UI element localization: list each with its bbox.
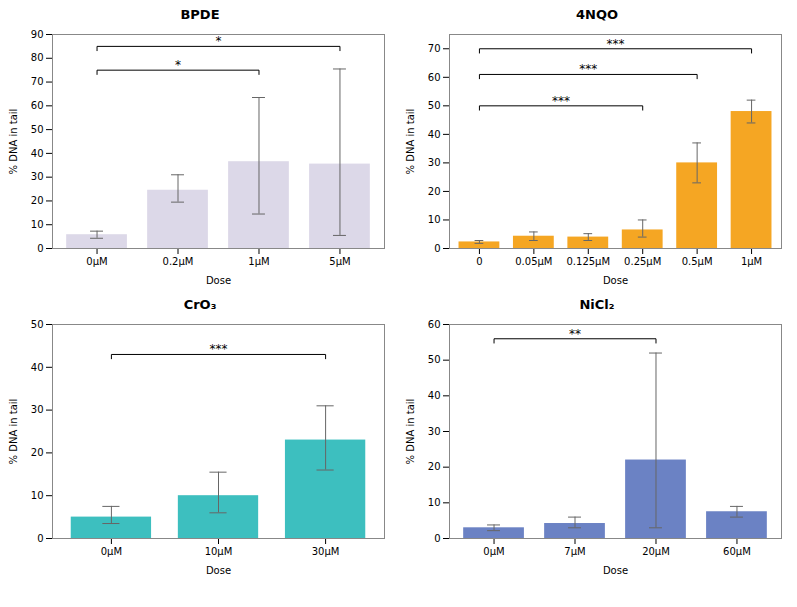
svg-text:% DNA in tail: % DNA in tail bbox=[405, 109, 416, 175]
svg-text:% DNA in tail: % DNA in tail bbox=[8, 399, 19, 465]
svg-text:30: 30 bbox=[428, 426, 441, 437]
svg-text:10: 10 bbox=[31, 490, 44, 501]
svg-text:Dose: Dose bbox=[603, 275, 628, 286]
svg-text:10μM: 10μM bbox=[205, 546, 233, 557]
svg-text:90: 90 bbox=[31, 29, 44, 40]
svg-text:70: 70 bbox=[31, 76, 44, 87]
svg-text:**: ** bbox=[569, 327, 581, 341]
svg-text:30: 30 bbox=[31, 171, 44, 182]
svg-text:***: *** bbox=[579, 62, 597, 76]
svg-text:60μM: 60μM bbox=[723, 546, 751, 557]
svg-text:% DNA in tail: % DNA in tail bbox=[8, 109, 19, 175]
svg-text:5μM: 5μM bbox=[329, 256, 350, 267]
svg-text:40: 40 bbox=[428, 129, 441, 140]
svg-text:*: * bbox=[175, 58, 181, 72]
svg-text:***: *** bbox=[210, 342, 228, 356]
svg-text:30: 30 bbox=[428, 157, 441, 168]
svg-text:Dose: Dose bbox=[206, 275, 231, 286]
svg-text:80: 80 bbox=[31, 52, 44, 63]
svg-text:40: 40 bbox=[428, 390, 441, 401]
svg-text:40: 40 bbox=[31, 362, 44, 373]
svg-text:0.05μM: 0.05μM bbox=[515, 256, 552, 267]
svg-text:60: 60 bbox=[428, 72, 441, 83]
svg-text:0.2μM: 0.2μM bbox=[163, 256, 194, 267]
html-text:BPDE: BPDE bbox=[180, 7, 220, 22]
svg-text:60: 60 bbox=[31, 100, 44, 111]
html-text:4NQO: 4NQO bbox=[576, 7, 618, 22]
svg-text:0.125μM: 0.125μM bbox=[566, 256, 610, 267]
svg-text:40: 40 bbox=[31, 148, 44, 159]
svg-text:10: 10 bbox=[428, 214, 441, 225]
svg-text:10: 10 bbox=[31, 219, 44, 230]
svg-text:0μM: 0μM bbox=[101, 546, 122, 557]
svg-text:1μM: 1μM bbox=[248, 256, 269, 267]
svg-text:***: *** bbox=[552, 94, 570, 108]
svg-text:0: 0 bbox=[37, 243, 43, 254]
svg-text:30: 30 bbox=[31, 404, 44, 415]
svg-text:50: 50 bbox=[31, 319, 44, 330]
svg-text:*: * bbox=[216, 34, 222, 48]
svg-text:0.5μM: 0.5μM bbox=[682, 256, 713, 267]
svg-text:20: 20 bbox=[31, 447, 44, 458]
svg-text:30μM: 30μM bbox=[312, 546, 340, 557]
svg-text:50: 50 bbox=[428, 100, 441, 111]
svg-text:0: 0 bbox=[434, 243, 440, 254]
svg-text:***: *** bbox=[607, 37, 625, 51]
svg-text:Dose: Dose bbox=[206, 565, 231, 576]
svg-text:20: 20 bbox=[428, 186, 441, 197]
svg-text:50: 50 bbox=[31, 124, 44, 135]
svg-text:Dose: Dose bbox=[603, 565, 628, 576]
svg-text:20: 20 bbox=[428, 461, 441, 472]
svg-text:0μM: 0μM bbox=[86, 256, 107, 267]
svg-text:70: 70 bbox=[428, 43, 441, 54]
svg-text:7μM: 7μM bbox=[564, 546, 585, 557]
svg-text:0: 0 bbox=[37, 533, 43, 544]
svg-text:20μM: 20μM bbox=[642, 546, 670, 557]
svg-text:% DNA in tail: % DNA in tail bbox=[405, 399, 416, 465]
html-text:NiCl₂: NiCl₂ bbox=[579, 297, 615, 312]
svg-text:0μM: 0μM bbox=[483, 546, 504, 557]
svg-text:0: 0 bbox=[476, 256, 482, 267]
svg-text:50: 50 bbox=[428, 354, 441, 365]
svg-text:10: 10 bbox=[428, 497, 441, 508]
svg-text:1μM: 1μM bbox=[741, 256, 762, 267]
html-text:CrO₃: CrO₃ bbox=[183, 297, 217, 312]
svg-text:0: 0 bbox=[434, 533, 440, 544]
svg-text:0.25μM: 0.25μM bbox=[624, 256, 661, 267]
svg-text:60: 60 bbox=[428, 319, 441, 330]
svg-text:20: 20 bbox=[31, 195, 44, 206]
